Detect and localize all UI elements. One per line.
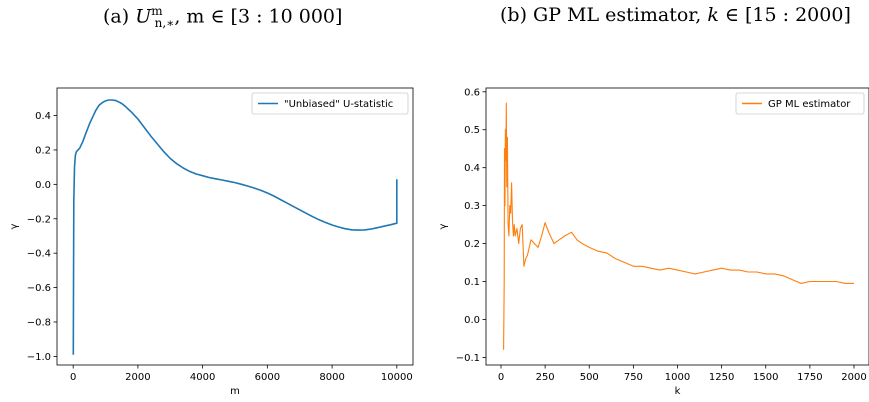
x-tick-label: 1250 bbox=[709, 372, 734, 383]
x-tick-label: 500 bbox=[580, 372, 599, 383]
caption-b-var: k bbox=[707, 4, 719, 26]
legend-box bbox=[251, 92, 409, 115]
x-tick-label: 2000 bbox=[841, 372, 866, 383]
y-tick-label: 0.3 bbox=[464, 201, 480, 212]
y-tick-label: −0.4 bbox=[27, 249, 51, 260]
legend-box bbox=[735, 92, 865, 115]
y-tick-label: −0.2 bbox=[27, 214, 51, 225]
x-tick-label: 0 bbox=[498, 372, 504, 383]
caption-a-rest: , m ∈ [3 : 10 000] bbox=[174, 5, 343, 28]
y-axis-label: γ bbox=[9, 223, 20, 229]
y-tick-label: 0.1 bbox=[464, 277, 480, 288]
caption-b: (b) GP ML estimator, k ∈ [15 : 2000] bbox=[500, 4, 851, 26]
y-tick-label: 0.4 bbox=[464, 163, 480, 174]
x-tick-label: 1000 bbox=[665, 372, 690, 383]
y-tick-label: −0.1 bbox=[456, 353, 480, 364]
x-tick-label: 4000 bbox=[190, 372, 215, 383]
caption-a-symbol: U bbox=[135, 5, 152, 28]
y-tick-label: 0.0 bbox=[464, 315, 480, 326]
x-tick-label: 2000 bbox=[125, 372, 150, 383]
y-tick-label: 0.0 bbox=[35, 180, 51, 191]
chart-1: 0 250 500 750 1000 1250 1500 1750 2000 −0.1 0.0 0.1… bbox=[438, 87, 869, 397]
x-tick-label: 8000 bbox=[319, 372, 344, 383]
y-tick-label: −0.8 bbox=[27, 317, 51, 328]
x-tick-label: 1750 bbox=[797, 372, 822, 383]
caption-a-prefix: (a) bbox=[103, 5, 130, 28]
y-tick-label: 0.4 bbox=[35, 111, 51, 122]
chart-0: 0 2000 4000 6000 8000 10000 −1.0 −0.8 −0.6 −0.4 −0… bbox=[9, 87, 414, 397]
y-tick-label: 0.6 bbox=[464, 87, 480, 98]
plot-frame bbox=[485, 87, 869, 366]
series-line-0 bbox=[503, 102, 854, 350]
series-line-0 bbox=[72, 99, 398, 355]
x-tick-label: 250 bbox=[536, 372, 555, 383]
x-tick-label: 1500 bbox=[753, 372, 778, 383]
caption-a-sup: m bbox=[151, 4, 163, 18]
y-tick-label: 0.5 bbox=[464, 125, 480, 136]
x-tick-label: 10000 bbox=[381, 372, 413, 383]
legend-label: "Unbiased" U-statistic bbox=[284, 99, 393, 110]
legend-label: GP ML estimator bbox=[768, 99, 851, 110]
y-tick-label: −0.6 bbox=[27, 283, 51, 294]
y-axis-label: γ bbox=[438, 223, 449, 229]
x-tick-label: 6000 bbox=[255, 372, 280, 383]
caption-b-rest: ∈ [15 : 2000] bbox=[718, 4, 851, 26]
x-axis-label: k bbox=[675, 386, 681, 397]
caption-b-text: GP ML estimator, bbox=[533, 4, 708, 26]
caption-a: (a) Umn,∗, m ∈ [3 : 10 000] bbox=[103, 4, 342, 30]
x-tick-label: 0 bbox=[70, 372, 76, 383]
x-tick-label: 750 bbox=[624, 372, 643, 383]
plot-frame bbox=[56, 87, 414, 366]
x-axis-label: m bbox=[230, 386, 240, 397]
y-tick-label: −1.0 bbox=[27, 352, 51, 363]
y-tick-label: 0.2 bbox=[35, 145, 51, 156]
y-tick-label: 0.2 bbox=[464, 239, 480, 250]
caption-b-prefix: (b) bbox=[500, 4, 527, 26]
caption-a-sub: n,∗ bbox=[154, 16, 175, 31]
